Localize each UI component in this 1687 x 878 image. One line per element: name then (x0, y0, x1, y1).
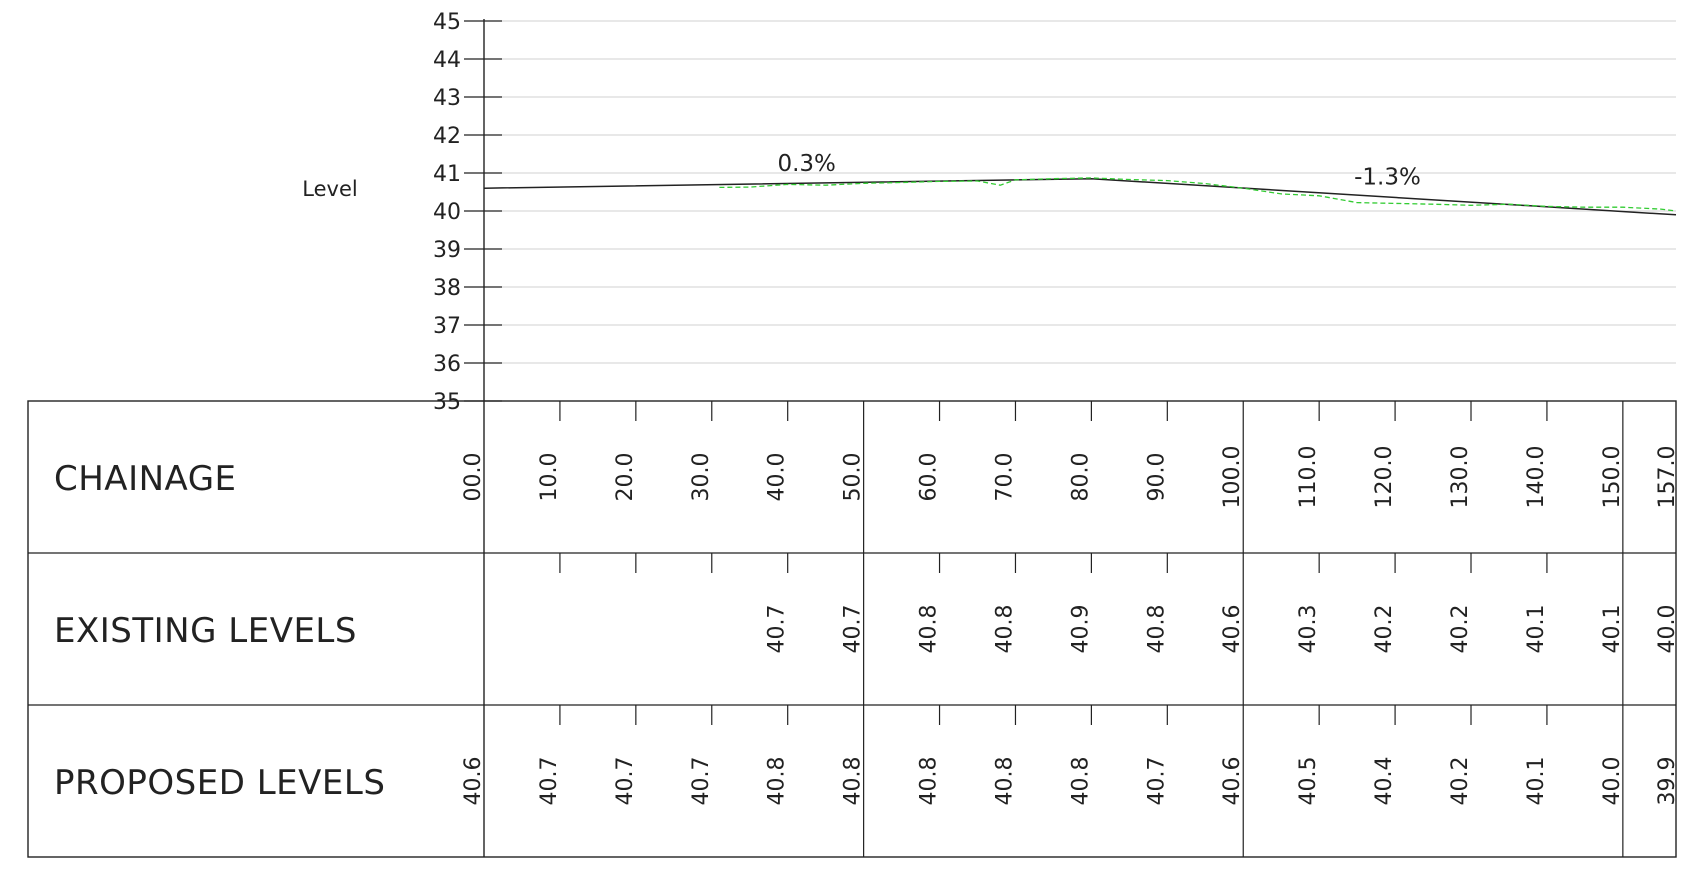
y-tick-label: 36 (433, 352, 461, 377)
y-tick-label: 40 (433, 200, 461, 225)
grid-lines (484, 20, 1676, 364)
y-tick-label: 44 (433, 48, 461, 73)
station-value: 40.8 (993, 757, 1018, 806)
y-tick-label: 41 (433, 162, 461, 187)
station-value: 130.0 (1448, 446, 1473, 509)
existing-level-line (719, 177, 1677, 212)
y-tick-label: 42 (433, 124, 461, 149)
grade-label: -1.3% (1354, 164, 1421, 190)
station-value: 40.6 (1220, 757, 1245, 806)
station-value: 40.7 (689, 757, 714, 806)
station-value: 40.3 (1296, 605, 1321, 654)
station-value: 40.8 (917, 757, 942, 806)
station-value: 40.0 (1655, 605, 1680, 654)
y-axis-label: Level (302, 177, 357, 201)
station-value: 20.0 (613, 453, 638, 502)
station-value: 40.7 (765, 605, 790, 654)
y-tick-label: 38 (433, 276, 461, 301)
row-label: CHAINAGE (54, 459, 237, 499)
section-table: CHAINAGE 00.0 10.0 20.0 30.0 40.0 50.0 60.0 70.0… (27, 400, 1680, 858)
y-tick-label: 39 (433, 238, 461, 263)
station-value: 90.0 (1144, 453, 1169, 502)
profile-series (483, 177, 1677, 216)
station-value: 40.2 (1448, 757, 1473, 806)
station-value: 10.0 (537, 453, 562, 502)
y-tick-label: 37 (433, 314, 461, 339)
station-value: 40.2 (1448, 605, 1473, 654)
station-value: 40.8 (917, 605, 942, 654)
proposed-level-line (483, 177, 1677, 216)
station-value: 40.1 (1524, 605, 1549, 654)
table-border (27, 400, 1677, 858)
station-value: 40.8 (765, 757, 790, 806)
station-value: 40.7 (841, 605, 866, 654)
station-value: 40.0 (1600, 757, 1625, 806)
station-value: 150.0 (1600, 446, 1625, 509)
y-tick-label: 35 (433, 390, 461, 415)
station-value: 40.7 (613, 757, 638, 806)
station-value: 40.9 (1068, 605, 1093, 654)
station-value: 120.0 (1372, 446, 1397, 509)
y-tick-label: 43 (433, 86, 461, 111)
station-value: 100.0 (1220, 446, 1245, 509)
station-value: 140.0 (1524, 446, 1549, 509)
grade-labels: 0.3% -1.3% (777, 151, 1420, 190)
row-label: PROPOSED LEVELS (54, 763, 385, 803)
station-value: 40.8 (1144, 605, 1169, 654)
station-value: 40.1 (1600, 605, 1625, 654)
station-value: 40.4 (1372, 757, 1397, 806)
station-value: 40.8 (1068, 757, 1093, 806)
grade-label: 0.3% (777, 151, 835, 177)
station-value: 50.0 (841, 453, 866, 502)
station-value: 40.7 (537, 757, 562, 806)
row-label: EXISTING LEVELS (54, 611, 357, 651)
station-value: 40.7 (1144, 757, 1169, 806)
station-value: 70.0 (993, 453, 1018, 502)
station-value: 40.5 (1296, 757, 1321, 806)
station-value: 80.0 (1068, 453, 1093, 502)
station-value: 40.2 (1372, 605, 1397, 654)
station-value: 40.1 (1524, 757, 1549, 806)
station-value: 00.0 (461, 453, 486, 502)
level-axis: 35 36 37 38 39 40 41 42 43 44 45 (433, 10, 502, 857)
station-value: 40.6 (461, 757, 486, 806)
station-value: 30.0 (689, 453, 714, 502)
station-value: 60.0 (917, 453, 942, 502)
station-value: 40.8 (993, 605, 1018, 654)
y-tick-label: 45 (433, 10, 461, 35)
station-value: 157.0 (1655, 446, 1680, 509)
station-value: 110.0 (1296, 446, 1321, 509)
station-value: 39.9 (1655, 757, 1680, 806)
station-value: 40.6 (1220, 605, 1245, 654)
station-value: 40.8 (841, 757, 866, 806)
station-value: 40.0 (765, 453, 790, 502)
